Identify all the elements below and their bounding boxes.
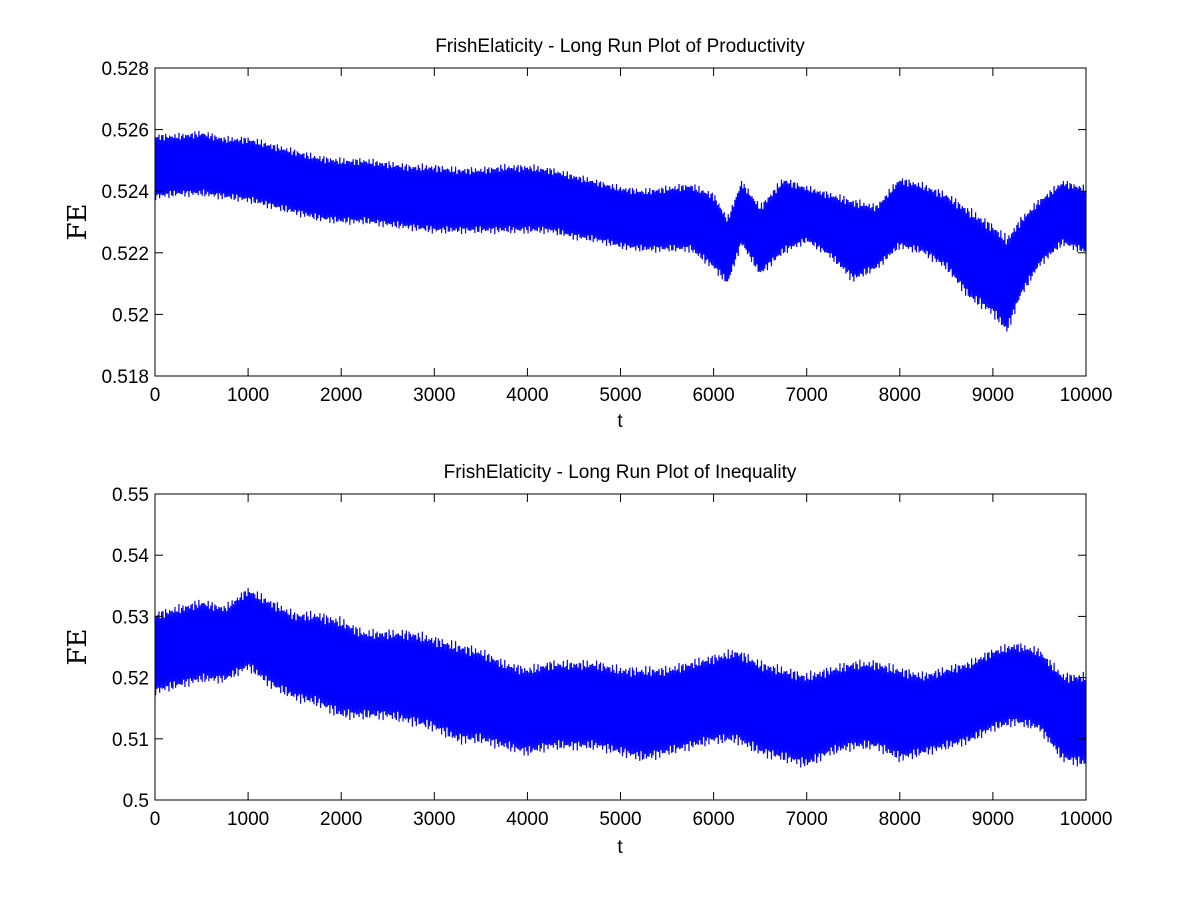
productivity-x-axis-label: t (617, 411, 623, 432)
productivity-series-line (154, 130, 1087, 332)
inequality-x-tick-label: 4000 (506, 809, 548, 830)
productivity-x-tick-label: 10000 (1060, 385, 1113, 406)
inequality-plot: FrishElaticity - Long Run Plot of Inequa… (63, 462, 1112, 858)
productivity-x-tick-label: 0 (150, 385, 161, 406)
productivity-y-tick-label: 0.528 (101, 59, 149, 80)
productivity-x-tick-label: 5000 (599, 385, 641, 406)
inequality-series-line (154, 587, 1087, 768)
inequality-y-tick-label: 0.51 (112, 730, 149, 751)
inequality-x-tick-label: 7000 (786, 809, 828, 830)
productivity-plot: FrishElaticity - Long Run Plot of Produc… (63, 36, 1112, 432)
productivity-x-tick-label: 3000 (413, 385, 455, 406)
inequality-y-tick-label: 0.53 (112, 607, 149, 628)
productivity-x-tick-label: 4000 (506, 385, 548, 406)
productivity-x-tick-label: 6000 (692, 385, 734, 406)
productivity-y-tick-label: 0.522 (101, 244, 149, 265)
productivity-x-tick-label: 8000 (879, 385, 921, 406)
productivity-plot-title: FrishElaticity - Long Run Plot of Produc… (435, 36, 805, 57)
productivity-y-tick-label: 0.526 (101, 121, 149, 142)
inequality-x-tick-label: 1000 (227, 809, 269, 830)
productivity-x-tick-label: 1000 (227, 385, 269, 406)
inequality-x-tick-label: 0 (150, 809, 161, 830)
inequality-y-axis-label: FE (63, 628, 93, 665)
productivity-x-tick-label: 9000 (972, 385, 1014, 406)
inequality-y-tick-label: 0.55 (112, 485, 149, 506)
inequality-x-tick-label: 9000 (972, 809, 1014, 830)
inequality-x-tick-label: 6000 (692, 809, 734, 830)
inequality-x-tick-label: 5000 (599, 809, 641, 830)
productivity-y-tick-label: 0.52 (112, 305, 149, 326)
productivity-x-tick-label: 7000 (786, 385, 828, 406)
inequality-x-axis-label: t (617, 837, 623, 858)
inequality-y-tick-label: 0.54 (112, 546, 149, 567)
inequality-ticks: 0 1000 2000 3000 4000 5000 6000 7000 8000 9000 100… (112, 485, 1112, 830)
productivity-y-axis-label: FE (63, 203, 93, 240)
productivity-data-layer (154, 130, 1087, 332)
inequality-x-tick-label: 3000 (413, 809, 455, 830)
inequality-plot-title: FrishElaticity - Long Run Plot of Inequa… (444, 462, 797, 483)
inequality-y-tick-label: 0.52 (112, 669, 149, 690)
productivity-y-tick-label: 0.524 (101, 182, 149, 203)
inequality-x-tick-label: 10000 (1060, 809, 1113, 830)
inequality-data-layer (154, 587, 1087, 768)
productivity-y-tick-label: 0.518 (101, 367, 149, 388)
inequality-x-tick-label: 8000 (879, 809, 921, 830)
inequality-x-tick-label: 2000 (320, 809, 362, 830)
inequality-y-tick-label: 0.5 (123, 791, 149, 812)
productivity-x-tick-label: 2000 (320, 385, 362, 406)
productivity-ticks: 0 1000 2000 3000 4000 5000 6000 7000 8000 9000 100… (101, 59, 1112, 406)
